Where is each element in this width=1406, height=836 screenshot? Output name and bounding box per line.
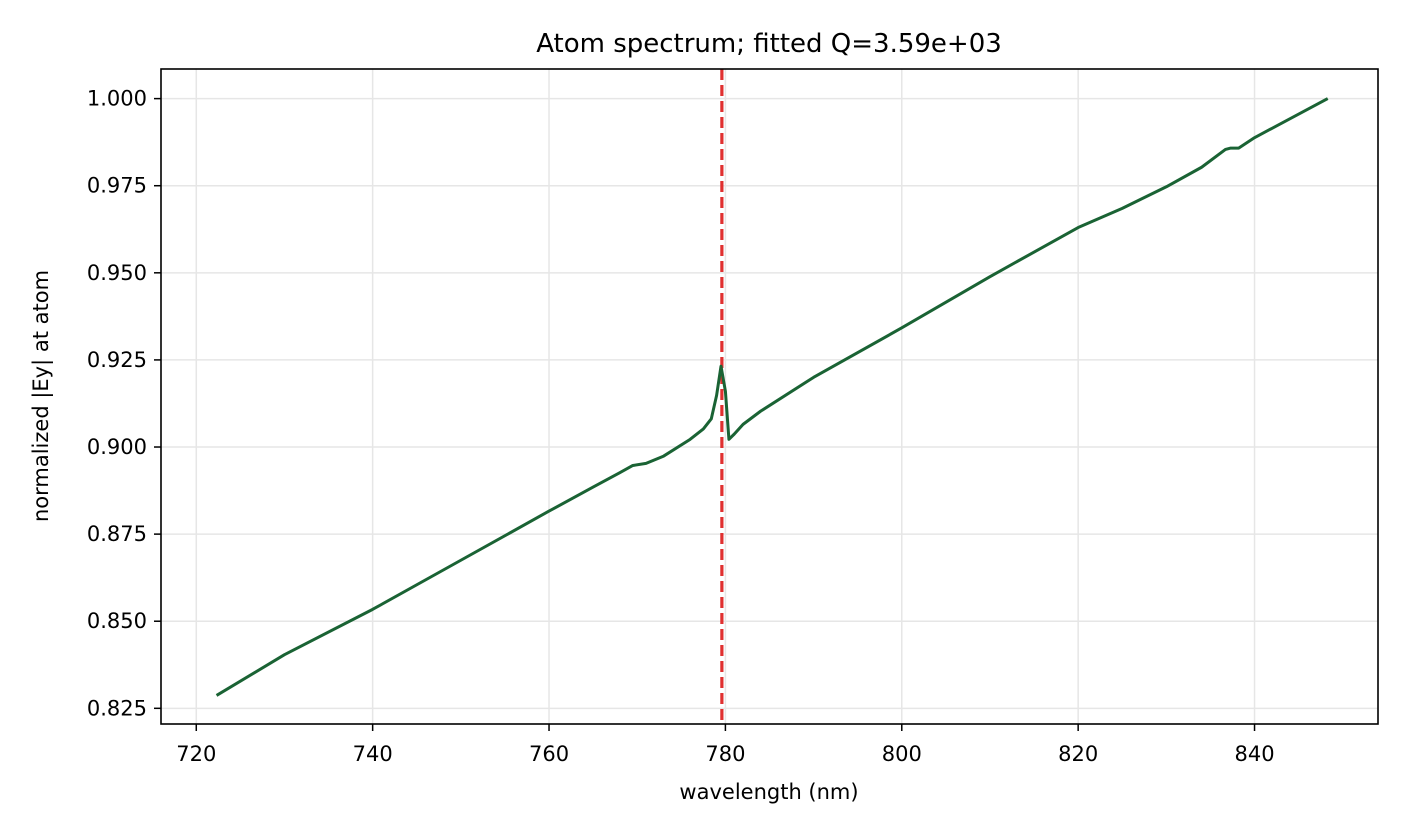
chart-title: Atom spectrum; fitted Q=3.59e+03 — [536, 29, 1002, 59]
y-tick-label: 0.875 — [87, 522, 147, 546]
plot-frame — [160, 68, 1379, 725]
x-tick-label: 840 — [1234, 742, 1274, 766]
x-tick-label: 820 — [1058, 742, 1098, 766]
y-tick-label: 1.000 — [87, 87, 147, 111]
x-tick-label: 720 — [176, 742, 216, 766]
series-group — [215, 97, 1329, 697]
y-tick-label: 0.825 — [87, 696, 147, 720]
series-line — [215, 97, 1329, 697]
y-tick-label: 0.850 — [87, 609, 147, 633]
x-tick-label: 780 — [705, 742, 745, 766]
x-tick-label: 740 — [353, 742, 393, 766]
y-axis: 0.825 0.850 0.875 0.900 0.925 0.950 0.975 1.000 — [87, 87, 161, 720]
y-tick-label: 0.900 — [87, 435, 147, 459]
y-axis-label: normalized |Ey| at atom — [29, 270, 54, 522]
x-tick-label: 800 — [882, 742, 922, 766]
y-tick-label: 0.950 — [87, 261, 147, 285]
y-tick-label: 0.975 — [87, 174, 147, 198]
x-axis-label: wavelength (nm) — [679, 780, 858, 804]
x-tick-label: 760 — [529, 742, 569, 766]
grid — [161, 69, 1378, 724]
x-axis: 720 740 760 780 800 820 840 — [176, 724, 1275, 766]
y-tick-label: 0.925 — [87, 348, 147, 372]
